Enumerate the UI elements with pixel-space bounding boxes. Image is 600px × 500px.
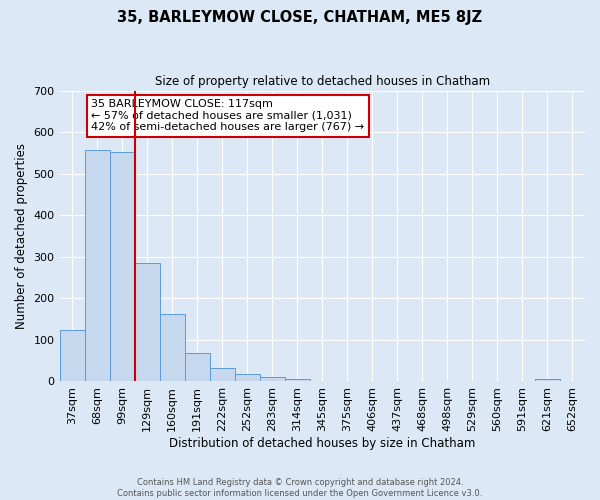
Bar [185,353,209,382]
Text: 35 BARLEYMOW CLOSE: 117sqm
← 57% of detached houses are smaller (1,031)
42% of s: 35 BARLEYMOW CLOSE: 117sqm ← 57% of deta… [91,100,364,132]
Bar [260,378,285,382]
Bar [285,380,310,382]
Title: Size of property relative to detached houses in Chatham: Size of property relative to detached ho… [155,75,490,88]
Bar [134,263,160,382]
Text: 35, BARLEYMOW CLOSE, CHATHAM, ME5 8JZ: 35, BARLEYMOW CLOSE, CHATHAM, ME5 8JZ [118,10,482,25]
Bar [59,330,85,382]
Bar [235,374,260,382]
Bar [85,150,110,382]
Text: Contains HM Land Registry data © Crown copyright and database right 2024.
Contai: Contains HM Land Registry data © Crown c… [118,478,482,498]
Bar [209,368,235,382]
Bar [535,379,560,382]
Bar [160,314,185,382]
Bar [110,152,134,382]
Y-axis label: Number of detached properties: Number of detached properties [15,143,28,329]
X-axis label: Distribution of detached houses by size in Chatham: Distribution of detached houses by size … [169,437,475,450]
